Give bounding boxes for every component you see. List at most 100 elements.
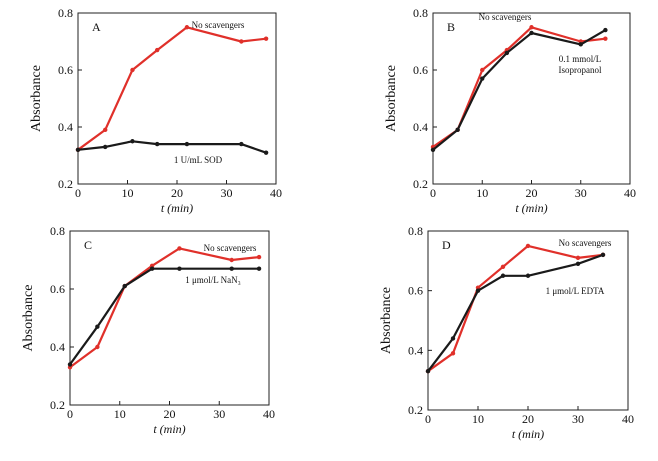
series-line — [432, 29, 606, 151]
y-tick-label: 0.2 — [50, 398, 65, 412]
y-tick-label: 0.4 — [50, 340, 65, 354]
data-point — [155, 47, 160, 53]
panel-label: D — [442, 238, 451, 252]
x-tick-label: 0 — [430, 186, 436, 200]
data-point — [525, 243, 531, 249]
panel-label: A — [92, 20, 101, 34]
data-point — [425, 369, 431, 374]
x-tick-label: 10 — [114, 407, 126, 421]
x-tick-label: 30 — [575, 186, 587, 200]
x-tick-label: 20 — [171, 186, 183, 200]
data-point — [130, 139, 135, 144]
data-point — [480, 76, 485, 81]
x-tick-label: 30 — [221, 186, 233, 200]
x-tick-label: 20 — [522, 412, 534, 426]
data-point — [103, 144, 108, 150]
x-tick-label: 0 — [425, 412, 431, 426]
data-point — [603, 36, 608, 41]
y-tick-label: 0.4 — [413, 120, 428, 134]
data-point — [184, 141, 190, 147]
data-point — [229, 266, 234, 271]
data-point — [600, 252, 606, 258]
x-tick-label: 30 — [213, 407, 225, 421]
x-tick-label: 0 — [67, 407, 73, 421]
data-point — [95, 324, 100, 329]
data-point — [95, 344, 100, 350]
chart-panel-B: 0 10 20 30 40 0.2 0.4 0.6 0.8 t (min) Absorbance B N… — [384, 6, 636, 215]
y-tick-label: 0.6 — [50, 282, 65, 296]
data-point — [450, 351, 456, 356]
x-tick-label: 0 — [75, 186, 81, 200]
data-point — [578, 42, 583, 47]
plot-frame — [427, 230, 629, 411]
y-axis-label: Absorbance — [21, 285, 36, 352]
series-label: No scavengers — [204, 243, 257, 253]
y-tick-label: 0.6 — [408, 284, 423, 298]
chart-panel-D: 0 10 20 30 40 0.2 0.4 0.6 0.8 t (min) Absorbance D N… — [379, 224, 634, 441]
x-tick-label: 20 — [526, 186, 538, 200]
data-point — [475, 288, 481, 293]
data-point — [455, 127, 460, 133]
series-line — [69, 247, 260, 369]
x-tick-label: 10 — [122, 186, 134, 200]
data-point — [500, 264, 506, 269]
y-tick-label: 0.2 — [408, 403, 423, 417]
series-label: 0.1 mmol/L Isopropanol — [559, 54, 602, 75]
data-point — [529, 30, 534, 36]
data-point — [575, 255, 581, 261]
x-tick-label: 20 — [164, 407, 176, 421]
data-point — [430, 147, 436, 152]
data-point — [75, 147, 81, 152]
data-point — [256, 254, 262, 260]
series-label: No scavengers — [479, 12, 532, 22]
x-axis-label: t (min) — [515, 201, 547, 215]
data-point — [480, 67, 485, 73]
data-point — [575, 261, 581, 267]
x-axis-label: t (min) — [153, 422, 185, 436]
data-point — [122, 283, 127, 289]
y-tick-label: 0.2 — [58, 177, 73, 191]
y-tick-label: 0.8 — [58, 6, 73, 20]
y-tick-label: 0.4 — [58, 120, 73, 134]
data-point — [239, 39, 244, 44]
y-axis-label: Absorbance — [384, 65, 399, 132]
data-point — [177, 246, 182, 251]
panel-label: C — [84, 238, 92, 252]
series-label: 1 U/mL SOD — [174, 155, 223, 165]
x-axis-label: t (min) — [512, 427, 544, 441]
x-tick-label: 40 — [622, 412, 634, 426]
y-tick-label: 0.6 — [58, 63, 73, 77]
y-tick-label: 0.8 — [50, 224, 65, 238]
y-tick-label: 0.8 — [413, 6, 428, 20]
data-point — [256, 266, 262, 271]
data-point — [184, 25, 190, 30]
data-point — [525, 273, 531, 278]
data-point — [130, 67, 135, 73]
panel-label: B — [447, 20, 455, 34]
series-label: 1 μmol/L EDTA — [546, 286, 605, 296]
data-point — [67, 362, 73, 367]
x-tick-label: 10 — [472, 412, 484, 426]
data-point — [450, 336, 456, 341]
data-point — [177, 266, 182, 271]
x-tick-label: 40 — [270, 186, 282, 200]
data-point — [603, 27, 608, 33]
data-point — [500, 273, 506, 278]
plot-frame — [69, 230, 270, 406]
y-axis-label: Absorbance — [29, 65, 44, 132]
y-tick-label: 0.8 — [408, 224, 423, 238]
data-point — [263, 150, 269, 155]
series-label: No scavengers — [559, 238, 612, 248]
x-tick-label: 30 — [572, 412, 584, 426]
data-point — [529, 25, 534, 30]
chart-panel-C: 0 10 20 30 40 0.2 0.4 0.6 0.8 t (min) Absorbance C N… — [21, 224, 275, 436]
data-point — [239, 141, 244, 147]
y-axis-label: Absorbance — [379, 287, 394, 354]
y-tick-label: 0.4 — [408, 343, 423, 357]
x-tick-label: 10 — [476, 186, 488, 200]
chart-panel-A: 0 10 20 30 40 0.2 0.4 0.6 0.8 t (min) Absorbance A N… — [29, 6, 282, 215]
data-point — [263, 36, 269, 41]
series-label: No scavengers — [192, 20, 245, 30]
data-point — [155, 141, 160, 147]
